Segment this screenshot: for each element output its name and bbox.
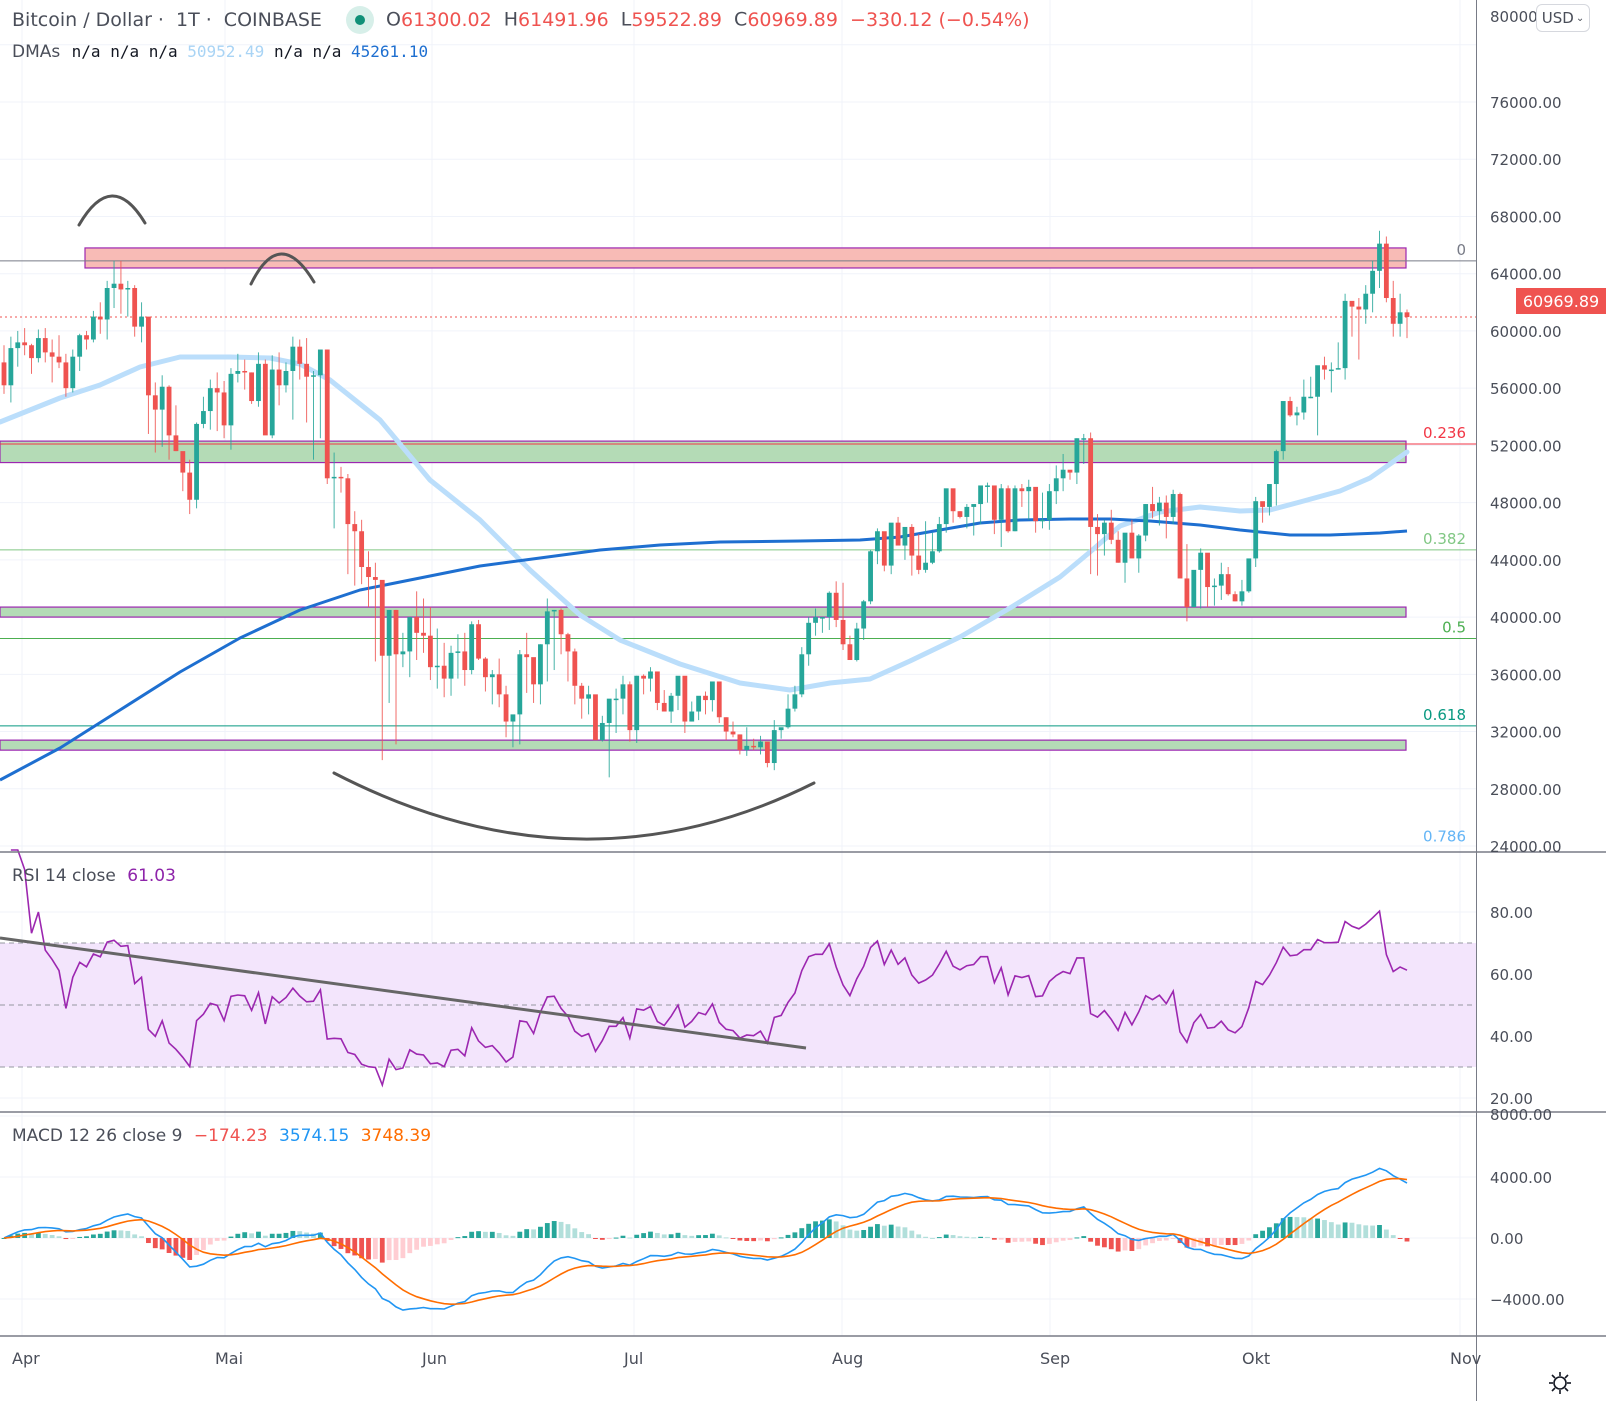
market-open-dot-icon [345, 6, 374, 34]
svg-text:Okt: Okt [1242, 1349, 1270, 1368]
svg-text:64000.00: 64000.00 [1490, 266, 1562, 284]
svg-text:40.00: 40.00 [1490, 1028, 1533, 1046]
svg-text:4000.00: 4000.00 [1490, 1169, 1552, 1187]
svg-text:0.786: 0.786 [1423, 827, 1466, 845]
symbol-name[interactable]: Bitcoin / Dollar [12, 8, 152, 31]
open-value: 61300.02 [401, 8, 492, 31]
change-value: −330.12 (−0.54%) [850, 8, 1030, 31]
svg-text:Nov: Nov [1450, 1349, 1481, 1368]
svg-text:Jun: Jun [421, 1349, 447, 1368]
dmas-label: DMAs [12, 42, 61, 62]
svg-text:0.618: 0.618 [1423, 706, 1466, 724]
macd-pane [1, 1167, 1410, 1311]
svg-text:60.00: 60.00 [1490, 966, 1533, 984]
svg-text:Jul: Jul [623, 1349, 643, 1368]
close-label: C [734, 8, 748, 31]
rsi-pane [0, 849, 1476, 1088]
svg-text:80.00: 80.00 [1490, 904, 1533, 922]
symbol-legend: Bitcoin / Dollar · 1T · COINBASE O61300.02… [12, 6, 1036, 34]
dmas-legend[interactable]: DMAs n/a n/a n/a 50952.49 n/a n/a 45261.… [12, 42, 434, 62]
macd-signal-value: 3748.39 [360, 1126, 432, 1146]
macd-label: MACD 12 26 close 9 [12, 1126, 183, 1146]
svg-text:52000.00: 52000.00 [1490, 437, 1562, 455]
high-label: H [503, 8, 519, 31]
svg-text:48000.00: 48000.00 [1490, 495, 1562, 513]
svg-text:24000.00: 24000.00 [1490, 838, 1562, 856]
svg-text:8000.00: 8000.00 [1490, 1106, 1552, 1124]
svg-text:76000.00: 76000.00 [1490, 94, 1562, 112]
low-label: L [620, 8, 632, 31]
svg-text:56000.00: 56000.00 [1490, 380, 1562, 398]
close-value: 60969.89 [747, 8, 838, 31]
high-value: 61491.96 [518, 8, 609, 31]
candlestick-series [1, 230, 1410, 778]
rsi-label: RSI 14 close [12, 866, 116, 886]
macd-line-value: 3574.15 [279, 1126, 350, 1146]
last-price-tag: 60969.89 [1516, 288, 1606, 314]
currency-label: USD [1541, 9, 1574, 27]
fibonacci-levels: 0 0.236 0.382 0.5 0.618 0.786 [0, 241, 1476, 845]
svg-text:−4000.00: −4000.00 [1490, 1291, 1565, 1309]
svg-text:60000.00: 60000.00 [1490, 323, 1562, 341]
svg-text:0.00: 0.00 [1490, 1230, 1523, 1248]
svg-text:Sep: Sep [1040, 1349, 1070, 1368]
settings-gear-icon[interactable] [1548, 1371, 1572, 1395]
svg-text:Apr: Apr [12, 1349, 40, 1368]
moving-averages [0, 354, 1410, 782]
exchange: COINBASE [223, 8, 322, 31]
dmas-values: n/a n/a n/a 50952.49 n/a n/a 45261.10 [71, 42, 429, 61]
svg-text:28000.00: 28000.00 [1490, 781, 1562, 799]
svg-text:Aug: Aug [832, 1349, 863, 1368]
svg-text:44000.00: 44000.00 [1490, 552, 1562, 570]
svg-text:72000.00: 72000.00 [1490, 151, 1562, 169]
svg-text:40000.00: 40000.00 [1490, 609, 1562, 627]
svg-text:0: 0 [1456, 241, 1466, 259]
rsi-value: 61.03 [127, 866, 176, 886]
svg-text:36000.00: 36000.00 [1490, 666, 1562, 684]
currency-selector[interactable]: USD ⌄ [1536, 4, 1590, 32]
low-value: 59522.89 [631, 8, 722, 31]
svg-text:32000.00: 32000.00 [1490, 724, 1562, 742]
price-zones [0, 247, 1407, 751]
chevron-down-icon: ⌄ [1575, 12, 1585, 24]
open-label: O [386, 8, 401, 31]
rsi-legend[interactable]: RSI 14 close 61.03 [12, 866, 182, 886]
macd-hist-value: −174.23 [193, 1126, 268, 1146]
pattern-arcs [77, 194, 816, 841]
interval[interactable]: 1T [176, 8, 200, 31]
svg-text:20.00: 20.00 [1490, 1090, 1533, 1108]
svg-text:Mai: Mai [215, 1349, 243, 1368]
svg-text:68000.00: 68000.00 [1490, 208, 1562, 226]
macd-legend[interactable]: MACD 12 26 close 9 −174.23 3574.15 3748.… [12, 1126, 437, 1146]
svg-text:0.236: 0.236 [1423, 424, 1466, 442]
svg-text:0.5: 0.5 [1442, 619, 1466, 637]
svg-text:0.382: 0.382 [1423, 530, 1466, 548]
